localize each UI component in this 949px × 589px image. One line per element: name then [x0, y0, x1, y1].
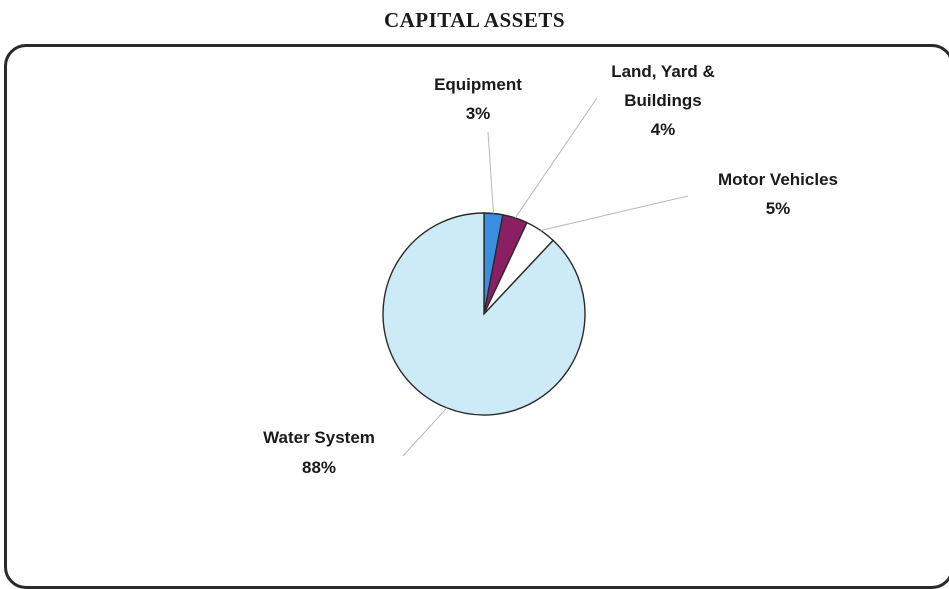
leader-line-4	[402, 407, 448, 457]
label-water-system-percent: 88%	[302, 458, 336, 477]
label-equipment-name: Equipment	[434, 75, 522, 94]
leader-line-1	[487, 131, 495, 214]
label-land-name-line2: Buildings	[624, 91, 701, 110]
label-land-percent: 4%	[651, 120, 676, 139]
label-motor-vehicles-percent: 5%	[766, 199, 791, 218]
leader-line-3	[540, 195, 689, 231]
label-motor-vehicles-name: Motor Vehicles	[718, 170, 838, 189]
label-water-system-name: Water System	[263, 428, 375, 447]
page-title: CAPITAL ASSETS	[383, 8, 566, 32]
slice-water-system	[382, 212, 586, 416]
label-equipment-percent: 3%	[466, 104, 491, 123]
label-land-name-line1: Land, Yard &	[611, 62, 715, 81]
leader-line-2	[514, 97, 598, 219]
